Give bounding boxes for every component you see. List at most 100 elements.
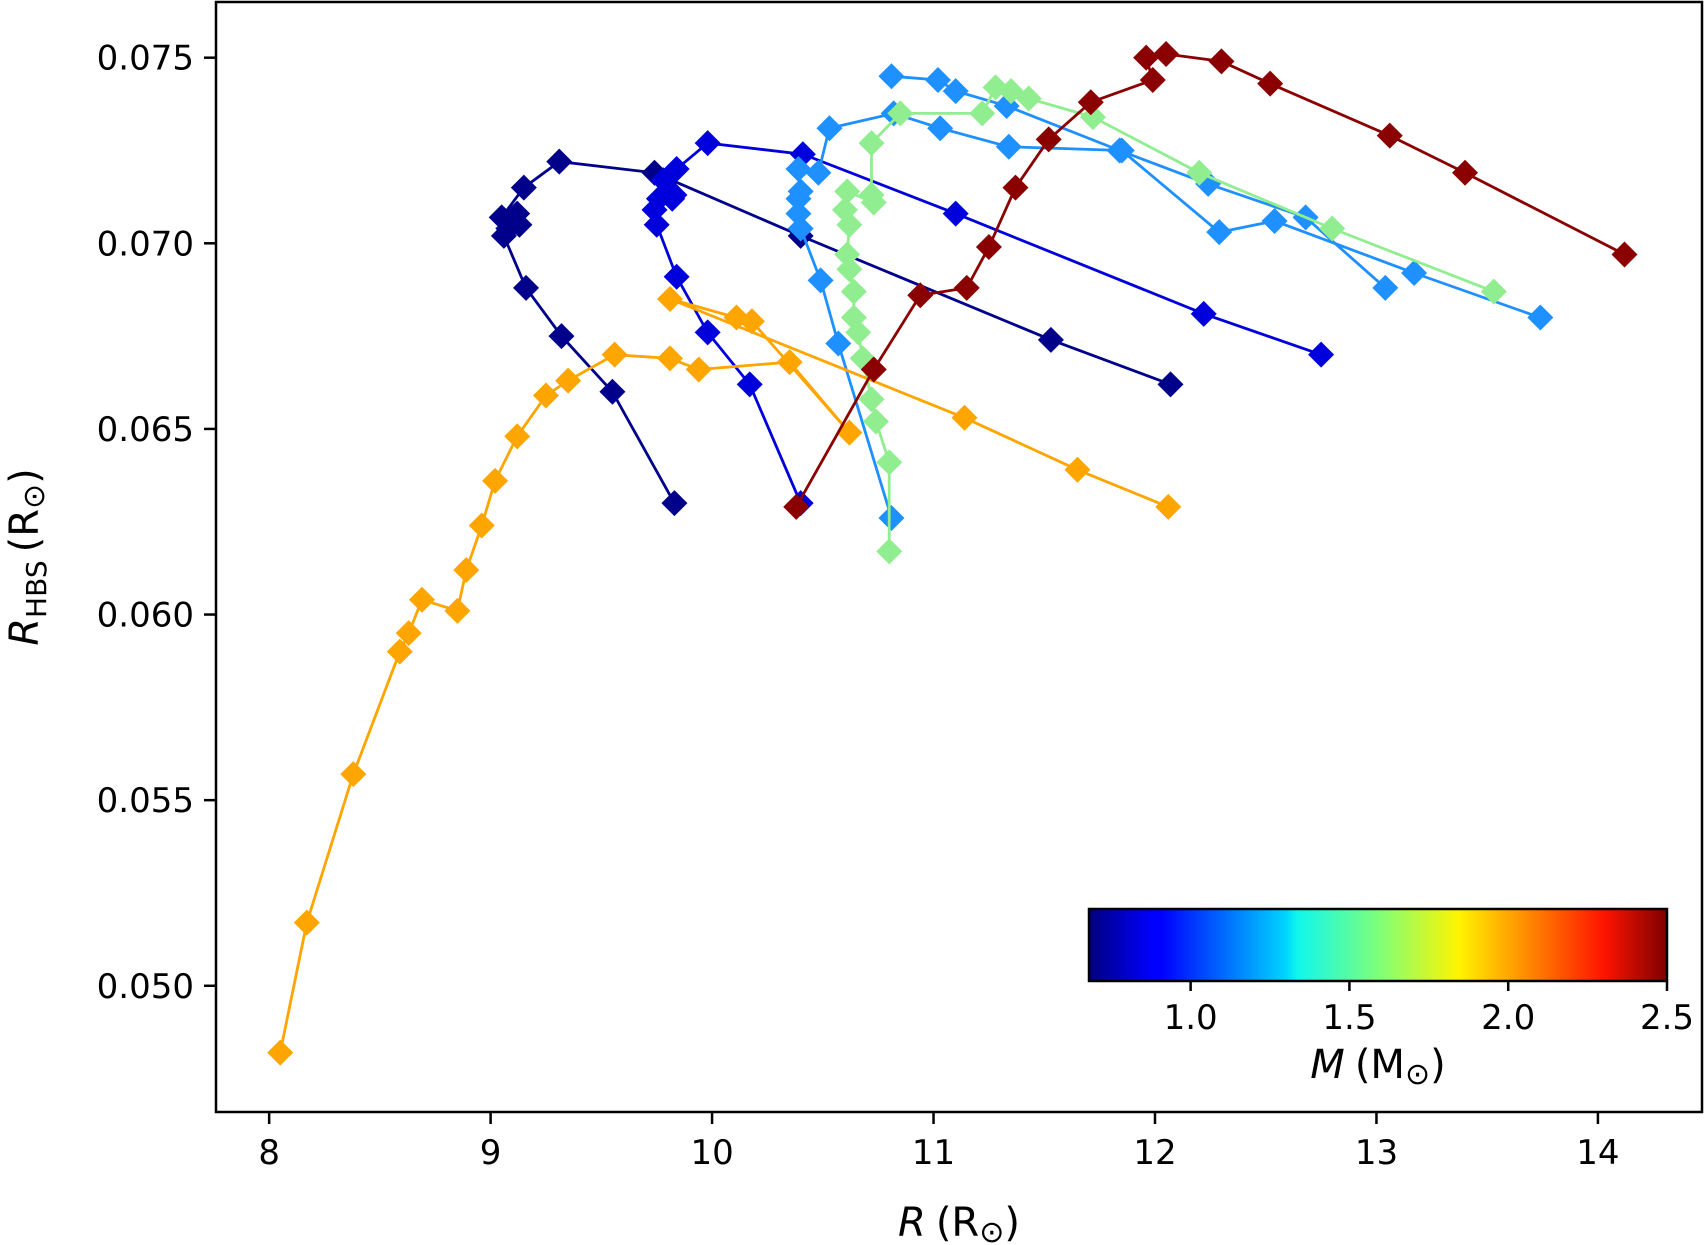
data-point [656, 345, 683, 372]
data-point [995, 133, 1022, 160]
data-point [878, 63, 905, 90]
y-tick-label: 0.055 [97, 781, 194, 821]
series-M=1.7 [831, 74, 1507, 565]
data-point [878, 505, 905, 532]
data-point [510, 174, 537, 201]
x-tick-label: 10 [690, 1133, 733, 1173]
colorbar-tick-label: 1.5 [1322, 998, 1376, 1038]
series-M=1.3 [785, 100, 1554, 532]
y-tick-label: 0.065 [97, 410, 194, 450]
data-point [787, 178, 814, 205]
data-point [661, 490, 688, 517]
data-point [1611, 241, 1638, 268]
data-point [723, 304, 750, 331]
data-point [1257, 70, 1284, 97]
data-point [293, 909, 320, 936]
x-tick-label: 9 [480, 1133, 502, 1173]
data-point [546, 148, 573, 175]
data-point [444, 597, 471, 624]
data-point [1190, 300, 1217, 327]
data-point [860, 356, 887, 383]
data-point [887, 100, 914, 127]
plot-frame [214, 0, 1704, 1114]
y-tick-label: 0.070 [97, 224, 194, 264]
series-M=2.0 [267, 285, 1182, 1066]
data-point [840, 304, 867, 331]
data-point [1186, 159, 1213, 186]
data-point [1527, 304, 1554, 331]
data-point [395, 620, 422, 647]
data-point [599, 378, 626, 405]
data-point [386, 638, 413, 665]
data-point [834, 178, 861, 205]
data-point [1015, 85, 1042, 112]
data-point [834, 241, 861, 268]
data-point [1155, 493, 1182, 520]
data-point [736, 371, 763, 398]
data-point [1139, 66, 1166, 93]
data-point [513, 274, 540, 301]
colorbar: 1.0 1.5 2.0 2.5 M (M⊙) [1087, 907, 1694, 1092]
data-point [1319, 215, 1346, 242]
data-point [453, 556, 480, 583]
series-M=1.5 [878, 63, 1399, 301]
series-layer [267, 40, 1638, 1066]
data-point [1376, 122, 1403, 149]
data-point [1106, 137, 1133, 164]
y-tick-label: 0.060 [97, 596, 194, 636]
data-point [785, 156, 812, 183]
x-tick-label: 11 [912, 1133, 955, 1173]
data-point [924, 66, 951, 93]
x-tick-label: 14 [1576, 1133, 1619, 1173]
series-line [891, 74, 1387, 289]
data-point [1480, 278, 1507, 305]
data-point [951, 404, 978, 431]
colorbar-tick-label: 2.0 [1481, 998, 1535, 1038]
x-tick-label: 12 [1133, 1133, 1176, 1173]
data-point [1133, 44, 1160, 71]
data-point [482, 467, 509, 494]
data-point [601, 341, 628, 368]
data-point [532, 382, 559, 409]
data-point [555, 367, 582, 394]
data-point [656, 285, 683, 312]
series-M=2.5 [783, 40, 1638, 520]
data-point [663, 263, 690, 290]
data-point [1077, 89, 1104, 116]
data-point [776, 349, 803, 376]
series-line [796, 111, 1541, 519]
data-point [267, 1039, 294, 1066]
data-point [506, 211, 533, 238]
data-point [969, 100, 996, 127]
data-point [340, 761, 367, 788]
data-point [548, 323, 575, 350]
data-point [1372, 274, 1399, 301]
data-point [1452, 159, 1479, 186]
y-tick-label: 0.050 [97, 967, 194, 1007]
data-point [858, 182, 885, 209]
data-point [825, 330, 852, 357]
data-point [1064, 456, 1091, 483]
data-point [408, 586, 435, 613]
data-point [1208, 48, 1235, 75]
data-point [1037, 326, 1064, 353]
y-axis-title: RHBS(R⊙) [2, 468, 53, 646]
y-tick-label: 0.075 [97, 39, 194, 79]
data-point [694, 130, 721, 157]
colorbar-label: M (M⊙) [1310, 1042, 1445, 1092]
data-point [685, 356, 712, 383]
data-point [504, 423, 531, 450]
data-point [942, 78, 969, 105]
data-point [694, 319, 721, 346]
data-point [663, 156, 690, 183]
data-point [783, 493, 810, 520]
data-point [1206, 219, 1233, 246]
data-point [975, 234, 1002, 261]
data-point [468, 512, 495, 539]
series-line [843, 85, 1495, 552]
data-point [1401, 260, 1428, 287]
data-point [942, 200, 969, 227]
data-point [805, 159, 832, 186]
data-point [488, 204, 515, 231]
